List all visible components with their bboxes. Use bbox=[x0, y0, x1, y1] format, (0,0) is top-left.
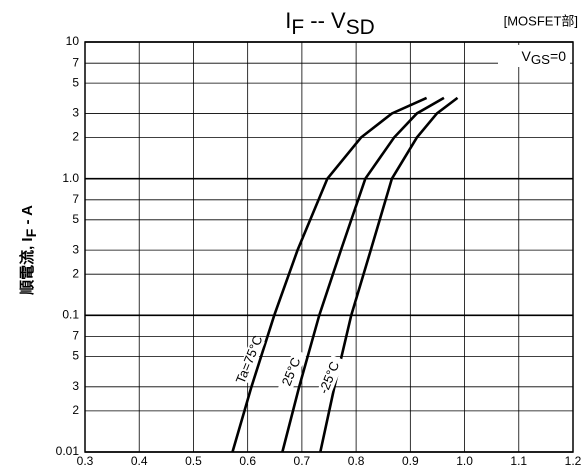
y-tick-label: 5 bbox=[72, 212, 79, 226]
x-tick-label: 0.4 bbox=[131, 454, 148, 468]
y-tick-label: 0.01 bbox=[56, 444, 80, 458]
y-tick-label: 3 bbox=[72, 379, 79, 393]
curve-label-bg bbox=[235, 336, 265, 384]
chart-subtitle: [MOSFET部] bbox=[504, 13, 578, 28]
text-part: - A bbox=[19, 205, 36, 229]
y-tick-label: 7 bbox=[72, 55, 79, 69]
y-tick-label: 2 bbox=[72, 130, 79, 144]
x-tick-label: 1.1 bbox=[510, 454, 527, 468]
y-tick-label: 7 bbox=[72, 192, 79, 206]
y-tick-label: 7 bbox=[72, 329, 79, 343]
y-tick-label: 0.1 bbox=[62, 308, 79, 322]
condition-box bbox=[498, 45, 570, 67]
x-tick-label: 0.9 bbox=[402, 454, 419, 468]
y-tick-label: 3 bbox=[72, 242, 79, 256]
curve-label-bg bbox=[277, 348, 307, 396]
x-tick-label: 0.8 bbox=[348, 454, 365, 468]
y-axis-label: 順電流, IF - A bbox=[18, 205, 40, 296]
text-part: -- V bbox=[304, 8, 346, 33]
y-tick-label: 5 bbox=[72, 75, 79, 89]
text-part: I bbox=[285, 8, 291, 33]
y-tick-label: 3 bbox=[72, 106, 79, 120]
subscript: F bbox=[24, 228, 40, 237]
text-part: V bbox=[521, 48, 531, 64]
text-part: =0 bbox=[550, 48, 566, 64]
curve bbox=[281, 96, 445, 453]
x-tick-label: 0.6 bbox=[239, 454, 256, 468]
y-tick-label: 2 bbox=[72, 403, 79, 417]
x-tick-label: 1.2 bbox=[565, 454, 582, 468]
subscript: F bbox=[291, 16, 304, 39]
chart-title: IF -- VSD bbox=[285, 8, 374, 39]
subscript: GS bbox=[531, 52, 550, 67]
y-tick-label: 10 bbox=[66, 34, 80, 48]
x-tick-label: 0.5 bbox=[185, 454, 202, 468]
x-tick-label: 0.7 bbox=[294, 454, 311, 468]
curve-label-bg bbox=[315, 354, 345, 402]
x-tick-label: 1.0 bbox=[456, 454, 473, 468]
text-part: 順電流, I bbox=[18, 237, 36, 296]
y-tick-label: 1.0 bbox=[62, 171, 79, 185]
y-tick-label: 2 bbox=[72, 266, 79, 280]
plot-frame bbox=[84, 41, 574, 453]
subscript: SD bbox=[346, 16, 375, 39]
y-tick-label: 5 bbox=[72, 349, 79, 363]
condition: VGS=0 bbox=[521, 48, 566, 68]
curve bbox=[231, 96, 428, 453]
x-tick-label: 0.3 bbox=[77, 454, 94, 468]
